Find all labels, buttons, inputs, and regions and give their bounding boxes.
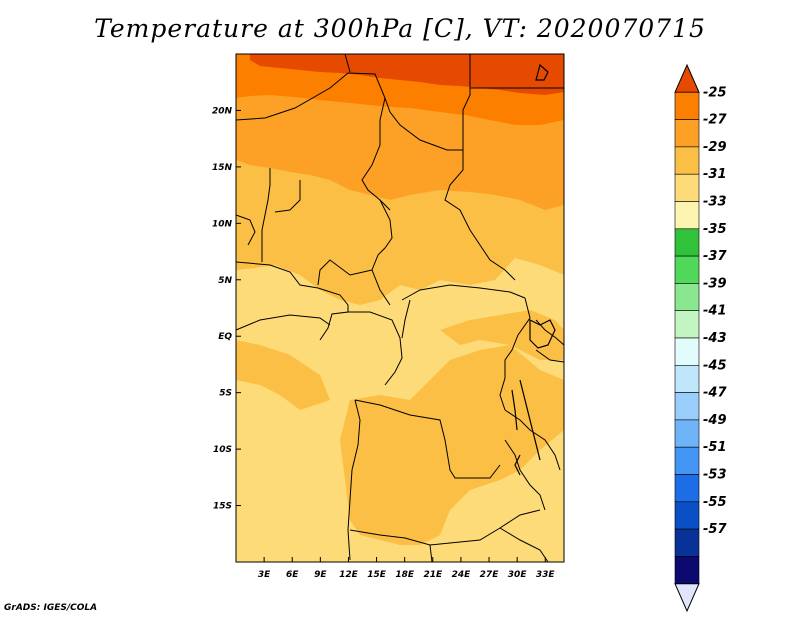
temp-band-31-west (236, 340, 330, 410)
colorbar-label: -49 (703, 413, 727, 428)
colorbar-label: -39 (703, 276, 727, 291)
lon-tick-label: 30E (508, 570, 528, 580)
colorbar-top-arrow (674, 63, 700, 93)
colorbar-swatch (674, 173, 700, 202)
lat-tick-label: 5N (218, 276, 232, 286)
colorbar-swatch (674, 228, 700, 257)
lat-tick-label: 20N (212, 106, 233, 116)
colorbar-swatch (674, 556, 700, 585)
colorbar-swatch (674, 337, 700, 366)
colorbar-swatch (674, 119, 700, 148)
colorbar-label: -33 (703, 195, 727, 210)
colorbar-bottom-arrow (674, 583, 700, 613)
lon-tick-label: 12E (339, 570, 359, 580)
colorbar-label: -35 (703, 222, 727, 237)
colorbar-swatch (674, 92, 700, 120)
lat-tick-label: 15S (213, 502, 232, 512)
colorbar-swatch (674, 201, 700, 230)
colorbar-label: -45 (703, 358, 727, 373)
colorbar-label: -29 (703, 140, 727, 155)
lon-tick-label: 6E (286, 570, 299, 580)
colorbar-labels: -25 -27 -29 -31 -33 -35 -37 -39 -41 -43 -45 -47 -49 -… (703, 85, 727, 537)
footer-credit: GrADS: IGES/COLA (4, 603, 98, 613)
longitude-axis: 3E 6E 9E 12E 15E 18E 21E 24E 27E 30E 33E (258, 557, 556, 580)
colorbar-swatch (674, 419, 700, 448)
colorbar-swatches (674, 63, 700, 613)
colorbar-swatch (674, 364, 700, 393)
colorbar-label: -37 (703, 249, 727, 264)
lon-tick-label: 15E (367, 570, 387, 580)
lon-tick-label: 9E (314, 570, 327, 580)
lon-tick-label: 18E (395, 570, 415, 580)
colorbar-label: -51 (703, 440, 727, 455)
lat-tick-label: EQ (218, 332, 232, 342)
colorbar-swatch (674, 528, 700, 557)
lon-tick-label: 33E (536, 570, 556, 580)
colorbar-label: -57 (703, 522, 727, 537)
map-frame (235, 53, 565, 563)
colorbar-swatch (674, 501, 700, 530)
colorbar-label: -43 (703, 331, 727, 346)
colorbar-swatch (674, 146, 700, 175)
colorbar-label: -55 (703, 495, 727, 510)
colorbar-label: -41 (703, 304, 727, 319)
colorbar-swatch (674, 446, 700, 475)
lon-tick-label: 3E (258, 570, 271, 580)
colorbar-label: -27 (703, 113, 727, 128)
country-borders (235, 53, 565, 563)
lat-tick-label: 10S (213, 445, 232, 455)
colorbar-label: -31 (703, 167, 727, 182)
colorbar-label: -53 (703, 468, 727, 483)
temp-band-31-south (340, 345, 564, 545)
lat-tick-label: 15N (212, 163, 233, 173)
colorbar-swatch (674, 310, 700, 339)
lon-tick-label: 21E (423, 570, 443, 580)
lon-tick-label: 27E (480, 570, 500, 580)
latitude-axis: 20N 15N 10N 5N EQ 5S 10S 15S (212, 106, 241, 512)
colorbar-swatch (674, 255, 700, 284)
lake-outlines (511, 63, 556, 476)
colorbar-swatch (674, 283, 700, 311)
chart-title: Temperature at 300hPa [C], VT: 202007071… (94, 14, 706, 43)
lon-tick-label: 24E (452, 570, 472, 580)
colorbar-swatch (674, 392, 700, 421)
lat-tick-label: 5S (219, 389, 232, 399)
colorbar-swatch (674, 474, 700, 503)
colorbar-label: -25 (703, 85, 727, 100)
lat-tick-label: 10N (212, 219, 233, 229)
temp-band-25 (250, 54, 564, 95)
colorbar-label: -47 (703, 386, 727, 401)
temp-band-31-east (440, 310, 564, 360)
